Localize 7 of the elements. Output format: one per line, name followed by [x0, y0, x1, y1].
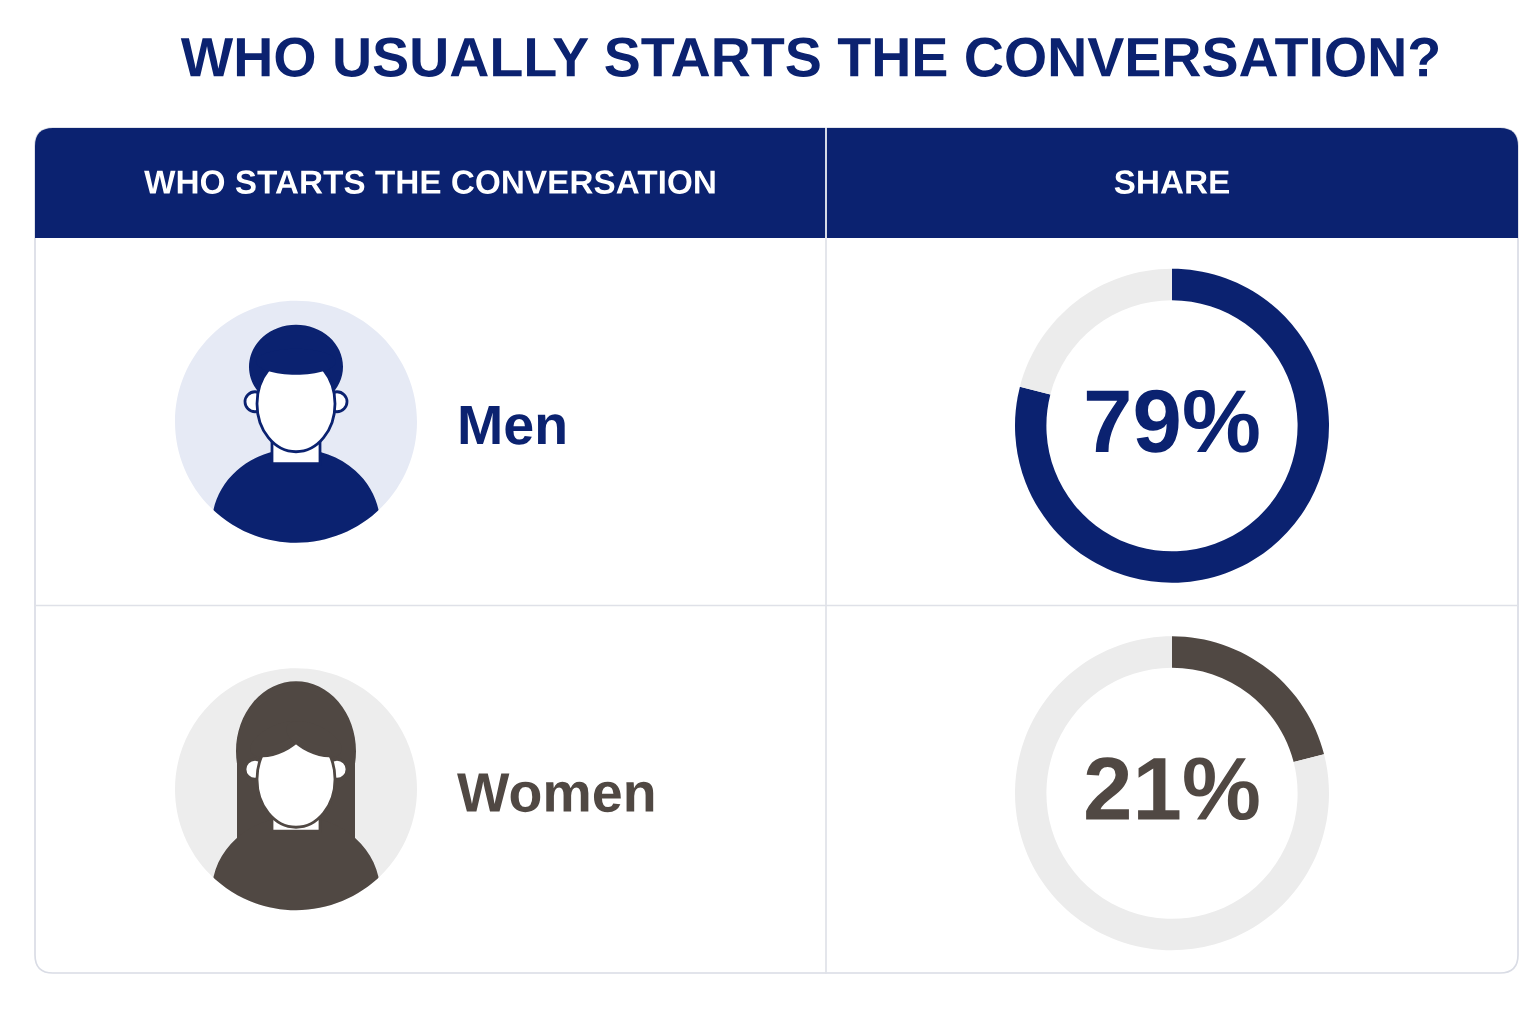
text: WHO STARTS THE CONVERSATION [144, 170, 715, 194]
data-label: 79% [1086, 389, 1259, 453]
legend-label: Men [460, 405, 565, 445]
text: WHO USUALLY STARTS THE CONVERSATION? [180, 37, 1439, 77]
legend-label: Women [457, 773, 654, 813]
text: SHARE [1114, 170, 1230, 194]
data-label: 21% [1086, 757, 1259, 821]
